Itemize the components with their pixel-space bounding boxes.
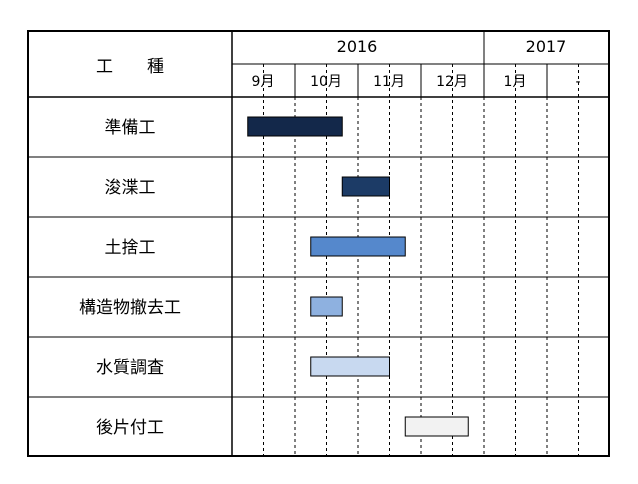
work-type-header: 工 種 bbox=[96, 57, 164, 77]
task-bar bbox=[310, 356, 390, 377]
task-label: 後片付工 bbox=[96, 418, 164, 438]
month-label: 12月 bbox=[436, 74, 468, 90]
year-2017-label: 2017 bbox=[526, 37, 567, 56]
month-label: 11月 bbox=[373, 74, 405, 90]
task-label: 準備工 bbox=[105, 118, 156, 138]
task-label: 土捨工 bbox=[105, 238, 156, 258]
table-border bbox=[27, 30, 610, 457]
task-label: 浚渫工 bbox=[105, 178, 156, 198]
task-bar bbox=[341, 176, 390, 197]
month-label: 10月 bbox=[310, 74, 342, 90]
task-label: 水質調査 bbox=[96, 358, 164, 378]
task-label: 構造物撤去工 bbox=[79, 298, 181, 318]
task-bars bbox=[247, 116, 469, 437]
task-bar bbox=[247, 116, 343, 137]
month-label: 9月 bbox=[252, 74, 275, 90]
grid-lines bbox=[263, 64, 579, 456]
task-bar bbox=[404, 416, 469, 437]
month-label: - bbox=[575, 74, 580, 90]
month-label: 1月 bbox=[504, 74, 527, 90]
table-frame bbox=[27, 30, 610, 457]
task-bar bbox=[310, 236, 406, 257]
year-2016-label: 2016 bbox=[337, 37, 378, 56]
task-bar bbox=[310, 296, 343, 317]
